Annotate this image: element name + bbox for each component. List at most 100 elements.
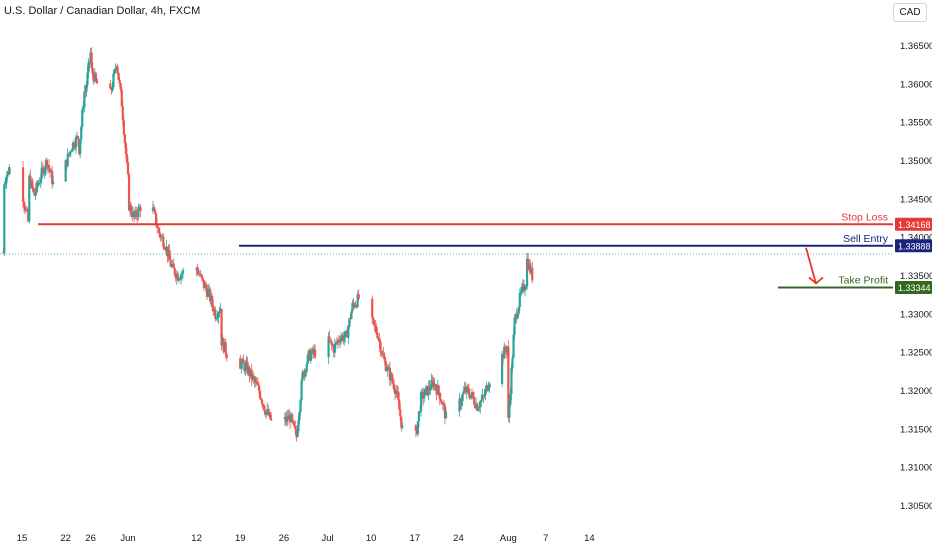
candle-body bbox=[8, 167, 11, 174]
candle-body bbox=[157, 227, 160, 229]
candle-body bbox=[392, 383, 396, 390]
candle-body bbox=[169, 259, 172, 267]
candle-body bbox=[517, 307, 520, 314]
candle-body bbox=[419, 392, 423, 412]
candle-body bbox=[397, 391, 400, 400]
y-tick-label: 1.36000 bbox=[900, 79, 932, 90]
candle-body bbox=[163, 247, 166, 250]
candle-body bbox=[396, 390, 399, 392]
candle-body bbox=[79, 139, 82, 155]
x-tick-label: 15 bbox=[17, 533, 28, 544]
candle-body bbox=[22, 201, 26, 207]
candle-body bbox=[216, 317, 219, 319]
candle-body bbox=[6, 171, 9, 177]
candle-body bbox=[239, 358, 242, 369]
candle-body bbox=[327, 336, 330, 358]
candle-body bbox=[299, 400, 302, 412]
candle-body bbox=[94, 72, 97, 80]
candle-body bbox=[70, 149, 73, 152]
candle-body bbox=[211, 296, 214, 306]
y-tick-label: 1.30500 bbox=[900, 501, 932, 512]
candle-body bbox=[250, 369, 253, 380]
candle-body bbox=[372, 317, 375, 321]
candle-body bbox=[68, 151, 71, 155]
candle-body bbox=[351, 302, 354, 312]
candle-body bbox=[33, 189, 36, 196]
x-tick-label: 22 bbox=[60, 533, 71, 544]
candle-body bbox=[384, 360, 387, 371]
candle-body bbox=[399, 409, 402, 417]
candle-body bbox=[121, 106, 124, 121]
x-tick-label: 10 bbox=[366, 533, 377, 544]
candle-body bbox=[333, 343, 336, 353]
candle-body bbox=[198, 273, 201, 276]
candle-body bbox=[180, 273, 184, 275]
candle-body bbox=[461, 394, 464, 402]
candle-body bbox=[531, 267, 534, 281]
candle-body bbox=[481, 395, 484, 400]
candle-body bbox=[337, 339, 341, 342]
stop-loss-label: Stop Loss bbox=[841, 211, 888, 223]
candle-body bbox=[382, 353, 385, 359]
candle-body bbox=[34, 192, 37, 196]
candle-body bbox=[43, 169, 46, 175]
candle-body bbox=[252, 375, 255, 379]
candle-body bbox=[258, 390, 262, 399]
y-tick-label: 1.31000 bbox=[900, 463, 932, 474]
candle-body bbox=[478, 407, 481, 409]
candle-body bbox=[292, 420, 295, 422]
candle-body bbox=[257, 385, 261, 391]
candle-body bbox=[387, 367, 390, 368]
candle-body bbox=[217, 313, 220, 318]
candle-body bbox=[35, 183, 38, 193]
candle-body bbox=[504, 346, 507, 351]
down-arrow-icon bbox=[805, 247, 817, 284]
x-tick-label: 7 bbox=[543, 533, 548, 544]
candle-body bbox=[296, 431, 299, 437]
y-tick-label: 1.34500 bbox=[900, 194, 932, 205]
y-tick-label: 1.31500 bbox=[900, 424, 932, 435]
candle-body bbox=[339, 338, 343, 342]
candle-body bbox=[161, 236, 164, 238]
candle-body bbox=[82, 107, 85, 110]
candle-body bbox=[224, 342, 227, 355]
candle-body bbox=[40, 167, 43, 179]
candle-body bbox=[246, 361, 249, 374]
candle-body bbox=[386, 367, 389, 371]
currency-button[interactable]: CAD bbox=[893, 3, 927, 22]
candle-body bbox=[255, 381, 258, 385]
candle-body bbox=[331, 344, 334, 347]
candle-body bbox=[21, 167, 25, 202]
candle-body bbox=[293, 421, 296, 427]
candle-body bbox=[139, 207, 142, 211]
candle-body bbox=[513, 317, 516, 335]
candle-body bbox=[424, 388, 427, 396]
candle-body bbox=[383, 358, 386, 361]
candle-body bbox=[309, 353, 313, 361]
take-profit-label: Take Profit bbox=[838, 274, 888, 286]
candle-body bbox=[3, 184, 6, 253]
candle-body bbox=[263, 405, 266, 411]
candle-body bbox=[4, 183, 7, 185]
candle-body bbox=[509, 393, 512, 405]
candle-body bbox=[380, 352, 383, 354]
candle-body bbox=[330, 341, 333, 345]
candle-body bbox=[87, 62, 90, 73]
take-profit-price-text: 1.33344 bbox=[898, 283, 931, 293]
candle-body bbox=[507, 346, 510, 418]
candle-body bbox=[270, 419, 273, 421]
candle-body bbox=[265, 411, 268, 415]
candle-body bbox=[487, 387, 490, 391]
candle-body bbox=[465, 386, 468, 393]
candle-body bbox=[2, 252, 5, 254]
candle-body bbox=[378, 339, 381, 342]
candle-body bbox=[113, 69, 116, 74]
candle-body bbox=[212, 305, 215, 312]
candle-body bbox=[442, 403, 446, 406]
candle-body bbox=[390, 373, 394, 381]
candle-body bbox=[28, 175, 31, 222]
candle-body bbox=[377, 337, 380, 340]
candle-body bbox=[116, 66, 119, 73]
